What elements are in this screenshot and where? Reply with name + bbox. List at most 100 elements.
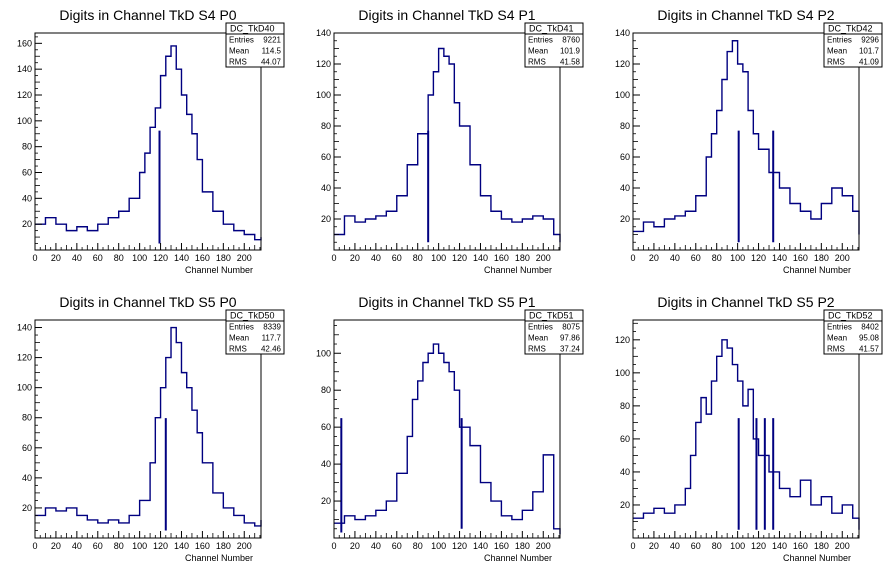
x-tick-label: 20: [51, 541, 61, 551]
stats-mean-label: Mean: [229, 334, 249, 343]
histogram-line: [334, 47, 561, 243]
stats-entries-label: Entries: [528, 323, 553, 332]
histogram-series: [334, 343, 561, 535]
y-tick-label: 40: [321, 459, 331, 469]
stats-box: DC_TkD52 Entries 8402 Mean 95.08 RMS 41.57: [823, 309, 883, 355]
y-tick-label: 20: [22, 503, 32, 513]
x-tick-label: 80: [413, 541, 423, 551]
y-axis: 20 40 60 80 100: [316, 325, 341, 530]
y-axis: 20 40 60 80 100 120 140 160: [17, 36, 42, 244]
y-tick-label: 120: [17, 90, 32, 100]
y-tick-label: 20: [620, 500, 630, 510]
stats-entries-label: Entries: [827, 36, 852, 45]
stats-entries-value: 9296: [861, 36, 879, 45]
plot-frame: [34, 319, 262, 539]
x-tick-label: 20: [649, 541, 659, 551]
histogram-panel: Digits in Channel TkD S5 P1 0 20 40 60 80 100 1…: [316, 294, 584, 563]
stats-rms-value: 37.24: [560, 345, 581, 354]
histogram-panel: Digits in Channel TkD S5 P0 0 20 40 60 80 100 1…: [17, 294, 285, 563]
stats-box-frame: [823, 22, 883, 68]
y-tick-label: 100: [17, 116, 32, 126]
stats-rms-label: RMS: [827, 58, 845, 67]
y-tick-label: 20: [620, 214, 630, 224]
stats-box-title: DC_TkD41: [529, 24, 574, 34]
x-tick-label: 20: [649, 253, 659, 263]
stats-box: DC_TkD40 Entries 9221 Mean 114.5 RMS 44.07: [225, 22, 285, 68]
stats-entries-value: 8339: [263, 323, 281, 332]
x-tick-label: 0: [331, 253, 336, 263]
stats-mean-label: Mean: [827, 334, 847, 343]
stats-mean-value: 101.9: [560, 47, 581, 56]
histogram-line: [633, 40, 860, 235]
x-tick-label: 140: [473, 541, 488, 551]
x-tick-label: 120: [452, 541, 467, 551]
x-tick-label: 40: [670, 253, 680, 263]
x-tick-label: 60: [691, 541, 701, 551]
y-tick-label: 120: [615, 335, 630, 345]
stats-rms-label: RMS: [528, 58, 546, 67]
y-tick-label: 80: [22, 142, 32, 152]
x-axis: 0 20 40 60 80 100 120 140 160 180 200: [32, 531, 261, 551]
y-tick-label: 60: [620, 434, 630, 444]
x-tick-label: 40: [371, 541, 381, 551]
histogram-line: [35, 326, 262, 527]
chart-title: Digits in Channel TkD S4 P1: [358, 7, 535, 23]
stats-rms-value: 41.58: [560, 58, 581, 67]
y-tick-label: 20: [321, 496, 331, 506]
x-tick-label: 180: [216, 541, 231, 551]
x-tick-label: 80: [114, 253, 124, 263]
x-tick-label: 140: [772, 253, 787, 263]
y-tick-label: 40: [22, 473, 32, 483]
chart-title: Digits in Channel TkD S5 P0: [59, 294, 236, 310]
stats-mean-value: 117.7: [262, 334, 282, 343]
x-tick-label: 160: [195, 541, 210, 551]
histogram-panel: Digits in Channel TkD S4 P2 0 20 40 60 80 100 1…: [615, 7, 883, 275]
x-tick-label: 120: [751, 253, 766, 263]
stats-box-title: DC_TkD50: [230, 311, 275, 321]
x-tick-label: 0: [630, 541, 635, 551]
x-tick-label: 180: [216, 253, 231, 263]
histogram-series: [35, 45, 262, 244]
y-tick-label: 80: [321, 385, 331, 395]
chart-title: Digits in Channel TkD S5 P2: [657, 294, 834, 310]
y-tick-label: 100: [615, 368, 630, 378]
x-tick-label: 180: [515, 541, 530, 551]
x-tick-label: 200: [536, 253, 551, 263]
chart-title: Digits in Channel TkD S4 P2: [657, 7, 834, 23]
x-axis: 0 20 40 60 80 100 120 140 160 180 200: [630, 531, 859, 551]
plot-frame: [632, 319, 860, 539]
x-tick-label: 140: [174, 541, 189, 551]
y-tick-label: 100: [316, 90, 331, 100]
y-tick-label: 100: [615, 90, 630, 100]
x-tick-label: 100: [431, 541, 446, 551]
stats-entries-value: 8760: [562, 36, 580, 45]
stats-entries-value: 8402: [861, 323, 879, 332]
x-tick-label: 40: [72, 541, 82, 551]
x-tick-label: 120: [751, 541, 766, 551]
stats-mean-label: Mean: [827, 47, 847, 56]
x-tick-label: 160: [793, 541, 808, 551]
y-tick-label: 40: [321, 183, 331, 193]
x-tick-label: 180: [814, 541, 829, 551]
stats-entries-label: Entries: [528, 36, 553, 45]
stats-mean-value: 114.5: [262, 47, 282, 56]
histogram-line: [334, 343, 561, 535]
histogram-panel: Digits in Channel TkD S5 P2 0 20 40 60 80 100 1…: [615, 294, 883, 563]
x-tick-label: 40: [371, 253, 381, 263]
x-tick-label: 20: [51, 253, 61, 263]
stats-entries-value: 9221: [263, 36, 281, 45]
y-tick-label: 60: [321, 152, 331, 162]
histogram-panel: Digits in Channel TkD S4 P1 0 20 40 60 80 100 1…: [316, 7, 584, 275]
x-tick-label: 80: [712, 253, 722, 263]
stats-mean-value: 97.86: [560, 334, 581, 343]
x-axis-label: Channel Number: [185, 265, 253, 275]
stats-rms-value: 41.09: [859, 58, 880, 67]
histogram-panel: Digits in Channel TkD S4 P0 0 20 40 60 80 100 1…: [17, 7, 285, 275]
x-tick-label: 180: [515, 253, 530, 263]
stats-mean-value: 101.7: [859, 47, 880, 56]
x-tick-label: 140: [174, 253, 189, 263]
histogram-line: [35, 45, 262, 241]
x-tick-label: 200: [835, 541, 850, 551]
x-tick-label: 200: [835, 253, 850, 263]
stats-rms-label: RMS: [827, 345, 845, 354]
